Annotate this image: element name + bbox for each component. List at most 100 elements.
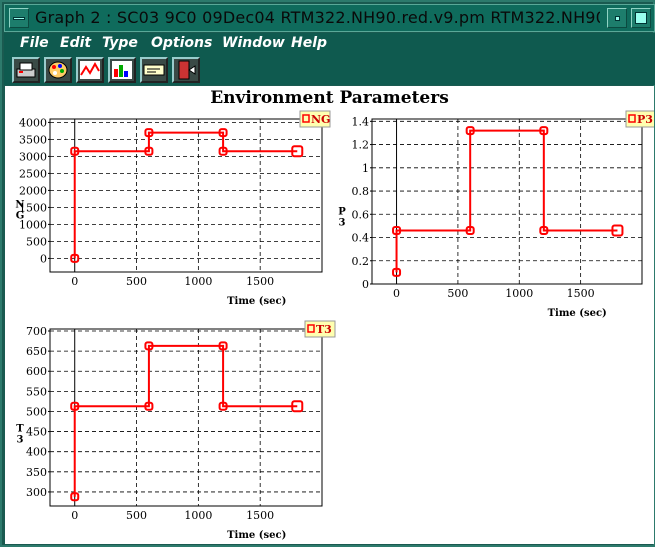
print-icon — [16, 62, 36, 78]
y-axis-label: N — [15, 200, 24, 211]
y-tick-label: 2500 — [19, 167, 47, 180]
data-point — [539, 126, 549, 136]
y-tick-label: 400 — [26, 446, 47, 459]
plot-frame — [49, 118, 323, 273]
exit-icon — [178, 60, 196, 80]
y-tick-label: 350 — [26, 466, 47, 479]
chart-t3: 300 350 400 450 500 550 600 650 700 0 500 1000 1500 T… — [16, 320, 336, 541]
menu-options[interactable]: Options — [151, 35, 213, 51]
minimize-icon — [615, 16, 620, 21]
data-point — [392, 267, 402, 277]
data-point — [144, 128, 154, 138]
line-chart-icon — [80, 61, 100, 79]
y-tick-label: 1.2 — [352, 139, 370, 152]
x-tick-label: 1000 — [505, 287, 533, 300]
print-button[interactable] — [12, 57, 40, 83]
menu-help[interactable]: Help — [291, 35, 328, 51]
data-point — [70, 401, 80, 411]
y-tick-label: 4000 — [19, 116, 47, 129]
data-point — [539, 226, 549, 236]
y-tick-label: 500 — [26, 235, 47, 248]
line-chart-button[interactable] — [76, 57, 104, 83]
plot-frame — [49, 328, 323, 507]
plot-canvas: Environment Parameters 0 500 1000 1500 2000 2… — [5, 86, 654, 544]
data-point — [392, 226, 402, 236]
x-tick-label: 0 — [71, 509, 78, 522]
color-chart-icon — [112, 61, 132, 79]
exit-button[interactable] — [172, 57, 200, 83]
data-point — [218, 341, 228, 351]
y-tick-label: 0.2 — [352, 255, 370, 268]
series-line — [73, 131, 298, 259]
data-point — [218, 128, 228, 138]
x-axis-label: Time (sec) — [227, 530, 286, 541]
y-axis-label: 3 — [17, 435, 24, 446]
data-point — [70, 492, 80, 502]
data-point — [611, 224, 624, 237]
title-bar[interactable]: Graph 2 : SC03 9C0 09Dec04 RTM322.NH90.r… — [4, 4, 655, 32]
x-tick-label: 1500 — [246, 509, 274, 522]
legend-marker — [302, 114, 310, 123]
menu-edit[interactable]: Edit — [60, 35, 92, 51]
x-tick-label: 0 — [393, 287, 400, 300]
color-chart-button[interactable] — [108, 57, 136, 83]
y-tick-label: 0 — [362, 278, 369, 291]
x-tick-label: 0 — [71, 275, 78, 288]
x-tick-label: 500 — [126, 509, 147, 522]
menu-window[interactable]: Window — [222, 35, 285, 51]
toolbar — [4, 55, 655, 85]
x-tick-label: 500 — [447, 287, 468, 300]
menu-type[interactable]: Type — [102, 35, 138, 51]
data-point — [465, 226, 475, 236]
data-point — [144, 401, 154, 411]
data-point — [218, 146, 228, 156]
data-point — [144, 341, 154, 351]
chart-p3: 0 0.2 0.4 0.6 0.8 1 1.2 1.4 0 500 1000 1500 Time (se… — [338, 110, 654, 319]
data-point — [70, 253, 80, 263]
data-point — [218, 401, 228, 411]
label-button[interactable] — [140, 57, 168, 83]
data-point — [291, 145, 304, 158]
y-tick-label: 450 — [26, 426, 47, 439]
y-tick-label: 1000 — [19, 218, 47, 231]
y-axis-label: P — [338, 207, 346, 218]
menu-bar: File Edit Type Options Window Help — [4, 33, 655, 55]
y-tick-label: 0.4 — [352, 232, 370, 245]
y-tick-label: 500 — [26, 405, 47, 418]
y-axis-label: T — [16, 424, 24, 435]
y-tick-label: 1 — [362, 162, 369, 175]
x-axis-label: Time (sec) — [227, 296, 286, 307]
window-title: Graph 2 : SC03 9C0 09Dec04 RTM322.NH90.r… — [35, 8, 600, 27]
minimize-button[interactable] — [607, 8, 627, 28]
data-point — [70, 146, 80, 156]
y-tick-label: 600 — [26, 365, 47, 378]
label-icon — [143, 64, 165, 76]
menu-file[interactable]: File — [20, 35, 49, 51]
y-tick-label: 300 — [26, 486, 47, 499]
maximize-button[interactable] — [631, 8, 651, 28]
legend-label: T3 — [316, 323, 332, 336]
series-line — [395, 129, 618, 273]
y-tick-label: 3500 — [19, 133, 47, 146]
y-tick-label: 3000 — [19, 150, 47, 163]
x-axis-label: Time (sec) — [548, 308, 607, 319]
y-tick-label: 0 — [40, 252, 47, 265]
maximize-icon — [635, 12, 647, 24]
data-point — [144, 146, 154, 156]
y-tick-label: 1.4 — [352, 115, 370, 128]
window-menu-button[interactable] — [9, 8, 29, 28]
y-tick-label: 700 — [26, 325, 47, 338]
page-title: Environment Parameters — [210, 88, 449, 108]
palette-button[interactable] — [44, 57, 72, 83]
y-tick-label: 650 — [26, 345, 47, 358]
legend-marker — [307, 324, 315, 333]
y-tick-label: 1500 — [19, 201, 47, 214]
x-tick-label: 1500 — [567, 287, 595, 300]
y-tick-label: 550 — [26, 385, 47, 398]
x-tick-label: 1000 — [184, 275, 212, 288]
y-tick-label: 0.6 — [352, 208, 370, 221]
x-tick-label: 1500 — [246, 275, 274, 288]
chart-ng: 0 500 1000 1500 2000 2500 3000 3500 4000 0 500 1000… — [15, 110, 331, 307]
